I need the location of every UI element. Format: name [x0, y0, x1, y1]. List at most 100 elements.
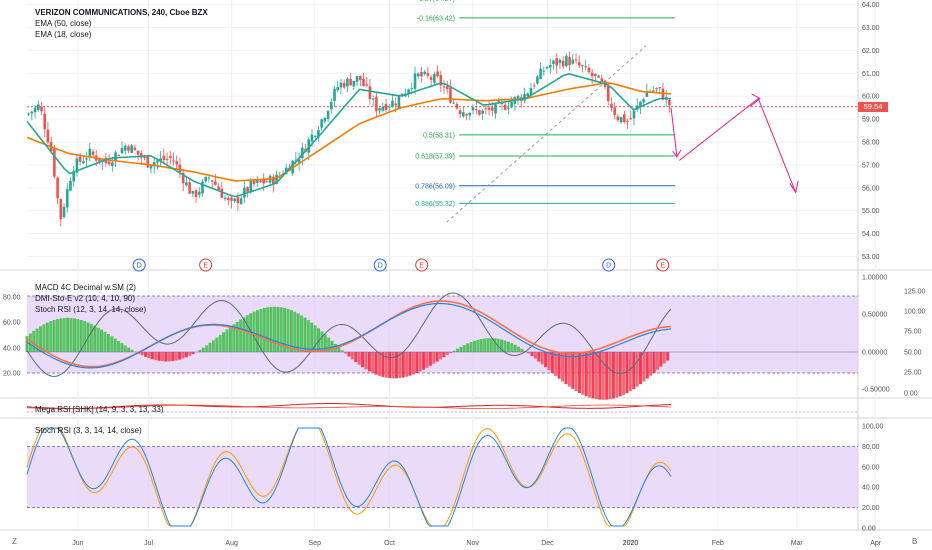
- macd-histogram-bar: [361, 352, 365, 368]
- candle-body: [484, 108, 488, 110]
- candle-body: [201, 181, 204, 194]
- candle-body: [397, 96, 401, 109]
- last-price-badge: 59.54: [858, 102, 888, 112]
- macd-histogram-bar: [540, 352, 544, 365]
- macd-histogram-bar: [527, 352, 531, 354]
- mega-rsi-signal: [26, 404, 672, 410]
- zoom-nav-right[interactable]: B: [912, 537, 918, 546]
- candle-body: [548, 65, 552, 68]
- projection-arrowhead-down: [789, 180, 799, 194]
- candle-body: [88, 148, 92, 157]
- macd-histogram-bar: [123, 345, 127, 352]
- stoch-right-tick: 80.00: [862, 444, 880, 451]
- candle-body: [481, 110, 484, 114]
- candle-body: [259, 180, 262, 182]
- stoch-right-tick: 0.00: [862, 526, 876, 533]
- macd-histogram-bar: [388, 352, 392, 379]
- macd-histogram-bar: [222, 332, 226, 352]
- candle-body: [111, 162, 114, 167]
- fib-level-label: -0.16(63.42): [417, 15, 455, 22]
- macd-histogram-bar: [28, 333, 32, 352]
- candle-body: [313, 135, 317, 137]
- candle-body: [391, 100, 394, 107]
- candle-body: [590, 72, 594, 77]
- macd-histogram-bar: [286, 308, 290, 352]
- macd-histogram-bar: [574, 352, 578, 392]
- candle-body: [568, 56, 571, 66]
- candle-body: [623, 114, 626, 123]
- candle-body: [362, 78, 365, 87]
- candle-body: [449, 87, 452, 103]
- candle-body: [497, 100, 501, 102]
- candle-body: [571, 59, 575, 64]
- event-marker: [199, 258, 213, 272]
- candle-body: [197, 191, 201, 195]
- macd-histogram-bar: [239, 319, 243, 352]
- candle-body: [56, 177, 59, 199]
- macd-histogram-bar: [269, 306, 273, 352]
- candle-body: [561, 60, 565, 67]
- macd-histogram-bar: [652, 352, 656, 373]
- stoch-rsi12-d-line: [26, 302, 672, 369]
- candle-body: [349, 78, 352, 86]
- candle-body: [368, 86, 372, 100]
- macd-histogram-bar: [35, 328, 39, 352]
- candle-body: [172, 160, 175, 162]
- zoom-nav-left[interactable]: Z: [12, 537, 17, 546]
- candle-body: [516, 96, 520, 101]
- candle-body: [191, 191, 195, 194]
- candle-body: [587, 67, 591, 73]
- candle-body: [577, 62, 581, 66]
- candle-body: [410, 87, 414, 89]
- macd-histogram-bar: [320, 331, 324, 352]
- macd-histogram-bar: [283, 307, 287, 352]
- mega-legend: Mega RSI [SHK] (14, 9, 3, 3, 13, 33): [35, 404, 164, 415]
- stoch-rsi3-k-line: [26, 427, 672, 527]
- candle-body: [507, 107, 510, 109]
- macd-histogram-bar: [276, 306, 280, 352]
- macd-histogram-bar: [232, 324, 236, 352]
- macd-histogram-bar: [89, 324, 93, 352]
- candle-body: [413, 73, 417, 90]
- macd-histogram-bar: [584, 352, 588, 397]
- macd-histogram-bar: [567, 352, 571, 387]
- macd-histogram-bar: [439, 352, 443, 360]
- macd-histogram-bar: [537, 352, 541, 362]
- macd-title: MACD 4C Decimal w.SM (2): [35, 283, 136, 292]
- macd-histogram-bar: [150, 352, 154, 360]
- y-tick-label: 54.00: [862, 231, 880, 238]
- macd-histogram-bar: [432, 352, 436, 364]
- main-legend: VERIZON COMMUNICATIONS, 240, Cboe BZX EM…: [35, 7, 208, 40]
- candle-body: [365, 84, 369, 86]
- candle-body: [371, 98, 375, 100]
- macd-histogram-bar: [181, 352, 185, 359]
- macd-right-tick: 0.00000: [862, 350, 887, 357]
- candle-body: [85, 158, 88, 160]
- candle-body: [207, 177, 211, 179]
- candle-body: [358, 75, 362, 81]
- macd-histogram-bar: [120, 343, 124, 352]
- stoch-legend: Stoch RSI (3, 3, 14, 14, close): [35, 425, 142, 436]
- macd-left-tick: 40.00: [3, 346, 21, 353]
- candle-body: [346, 78, 349, 87]
- candle-body: [645, 91, 649, 97]
- candle-body: [565, 55, 568, 66]
- candle-body: [226, 197, 230, 201]
- macd-histogram-bar: [452, 350, 456, 352]
- candle-body: [558, 59, 562, 64]
- macd-histogram-bar: [442, 352, 446, 358]
- macd-histogram-bar: [571, 352, 575, 389]
- candle-body: [146, 155, 150, 168]
- macd-histogram-bar: [455, 348, 459, 352]
- x-tick-label: Mar: [791, 540, 804, 547]
- y-tick-label: 62.00: [862, 48, 880, 55]
- macd-histogram-bar: [164, 352, 168, 362]
- macd-histogram-bar: [127, 347, 131, 352]
- macd-right-tick-b: 100.00: [904, 309, 926, 316]
- macd-histogram-bar: [364, 352, 368, 370]
- macd-histogram-bar: [550, 352, 554, 374]
- candle-body: [43, 113, 47, 130]
- macd-histogram-bar: [401, 352, 405, 378]
- macd-histogram-bar: [167, 352, 171, 362]
